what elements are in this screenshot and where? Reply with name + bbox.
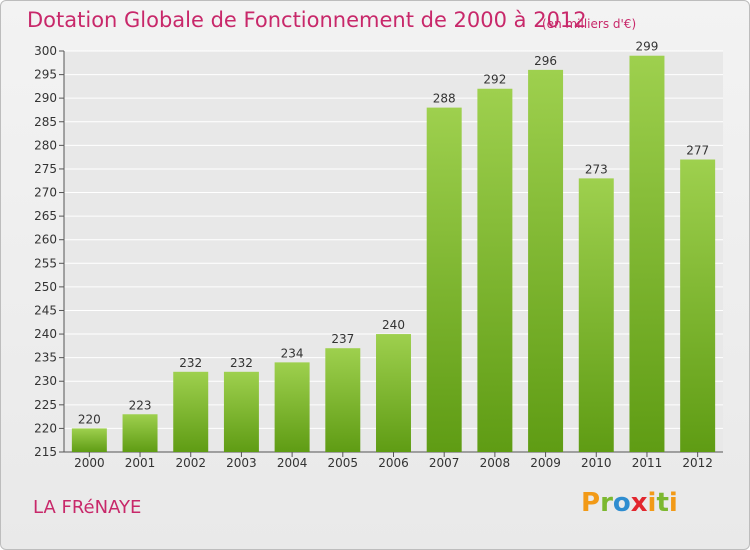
bar: [223, 371, 259, 452]
bar: [274, 362, 310, 452]
y-tick-label: 245: [34, 303, 57, 317]
x-tick-label: 2012: [682, 456, 713, 470]
y-tick-label: 215: [34, 445, 57, 459]
bar: [629, 55, 665, 452]
data-label: 220: [78, 412, 101, 426]
x-tick-label: 2004: [277, 456, 308, 470]
y-tick-label: 265: [34, 209, 57, 223]
data-label: 292: [483, 73, 506, 87]
data-label: 237: [331, 332, 354, 346]
x-tick-label: 2003: [226, 456, 257, 470]
y-tick-label: 300: [34, 44, 57, 58]
bar: [376, 334, 411, 452]
chart-title: Dotation Globale de Fonctionnement de 20…: [27, 8, 587, 32]
data-label: 223: [129, 398, 152, 412]
bar: [680, 159, 716, 452]
x-tick-label: 2008: [480, 456, 511, 470]
x-tick-label: 2005: [328, 456, 359, 470]
y-tick-label: 275: [34, 162, 57, 176]
bar: [173, 371, 209, 452]
y-tick-label: 230: [34, 374, 57, 388]
x-tick-label: 2009: [530, 456, 561, 470]
bar: [528, 69, 564, 452]
data-label: 273: [585, 162, 608, 176]
y-tick-label: 285: [34, 115, 57, 129]
x-tick-label: 2007: [429, 456, 460, 470]
y-tick-label: 270: [34, 186, 57, 200]
y-tick-label: 250: [34, 280, 57, 294]
location-name: LA FRéNAYE: [33, 497, 142, 518]
y-tick-label: 290: [34, 91, 57, 105]
data-label: 296: [534, 54, 557, 68]
x-tick-label: 2001: [125, 456, 156, 470]
bar: [71, 428, 107, 452]
x-tick-label: 2010: [581, 456, 612, 470]
x-tick-label: 2002: [175, 456, 206, 470]
y-tick-label: 240: [34, 327, 57, 341]
data-label: 232: [230, 356, 253, 370]
data-label: 277: [686, 144, 709, 158]
bar: [426, 107, 462, 453]
x-tick-label: 2006: [378, 456, 409, 470]
y-tick-label: 220: [34, 421, 57, 435]
y-tick-label: 225: [34, 398, 57, 412]
data-label: 299: [636, 40, 659, 54]
data-label: 288: [433, 92, 456, 106]
bar: [122, 414, 158, 452]
bar: [325, 348, 361, 452]
y-tick-label: 255: [34, 256, 57, 270]
y-tick-label: 260: [34, 233, 57, 247]
y-tick-label: 295: [34, 68, 57, 82]
chart-unit: (en milliers d'€): [542, 17, 637, 31]
x-tick-label: 2000: [74, 456, 105, 470]
x-tick-label: 2011: [632, 456, 663, 470]
data-label: 234: [281, 346, 304, 360]
data-label: 240: [382, 318, 405, 332]
data-label: 232: [179, 356, 202, 370]
y-tick-label: 235: [34, 351, 57, 365]
bar: [477, 88, 513, 452]
proxiti-logo: Proxiti: [581, 488, 678, 518]
y-tick-label: 280: [34, 138, 57, 152]
bar: [578, 178, 614, 452]
